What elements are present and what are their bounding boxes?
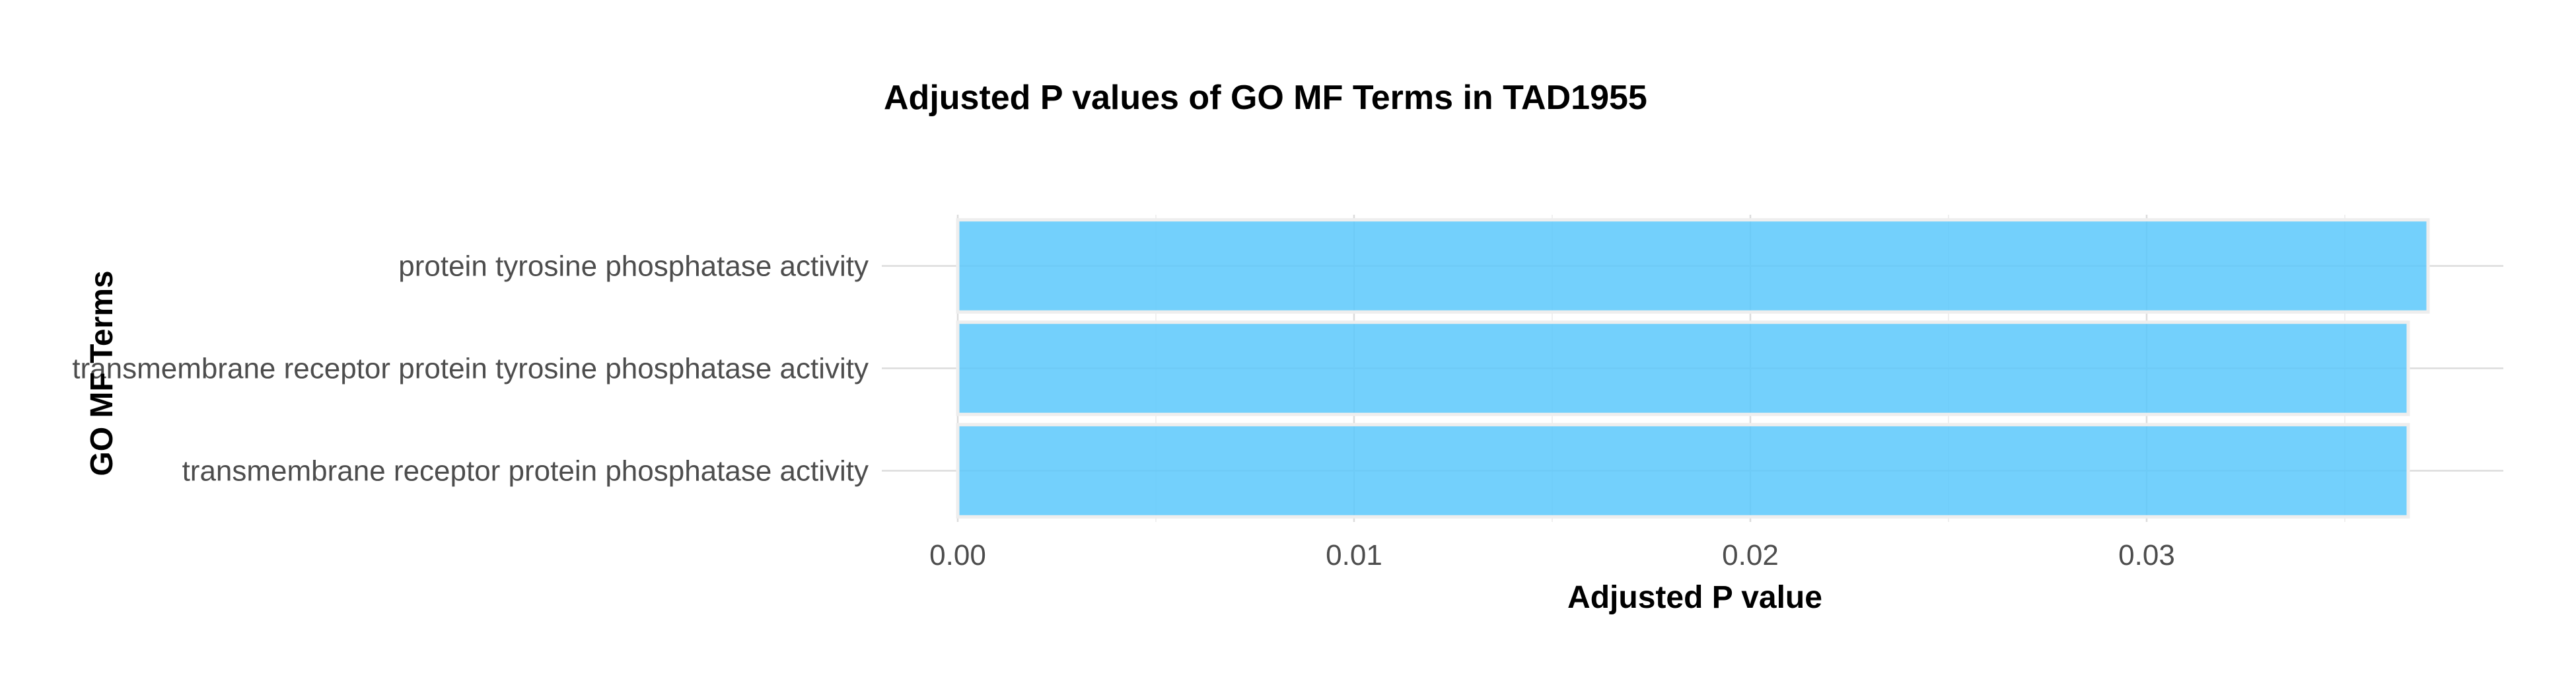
y-axis-tick-labels: protein tyrosine phosphatase activity tra… — [72, 250, 869, 488]
x-tick-label: 0.01 — [1326, 539, 1382, 571]
x-axis-tick-labels: 0.00 0.01 0.02 0.03 — [929, 539, 2175, 571]
x-tick-label: 0.00 — [929, 539, 986, 571]
bar — [956, 218, 2430, 314]
x-tick-label: 0.02 — [1722, 539, 1779, 571]
y-tick-label: transmembrane receptor protein phosphata… — [182, 455, 869, 488]
y-tick-label: transmembrane receptor protein tyrosine … — [72, 353, 869, 385]
bar — [956, 423, 2410, 519]
bars — [956, 218, 2430, 519]
x-axis-title: Adjusted P value — [1567, 580, 1822, 615]
bar — [956, 320, 2410, 416]
y-axis-title: GO MF Terms — [85, 270, 120, 476]
y-tick-label: protein tyrosine phosphatase activity — [398, 250, 869, 283]
chart-title: Adjusted P values of GO MF Terms in TAD1… — [884, 79, 1647, 117]
x-tick-label: 0.03 — [2118, 539, 2175, 571]
